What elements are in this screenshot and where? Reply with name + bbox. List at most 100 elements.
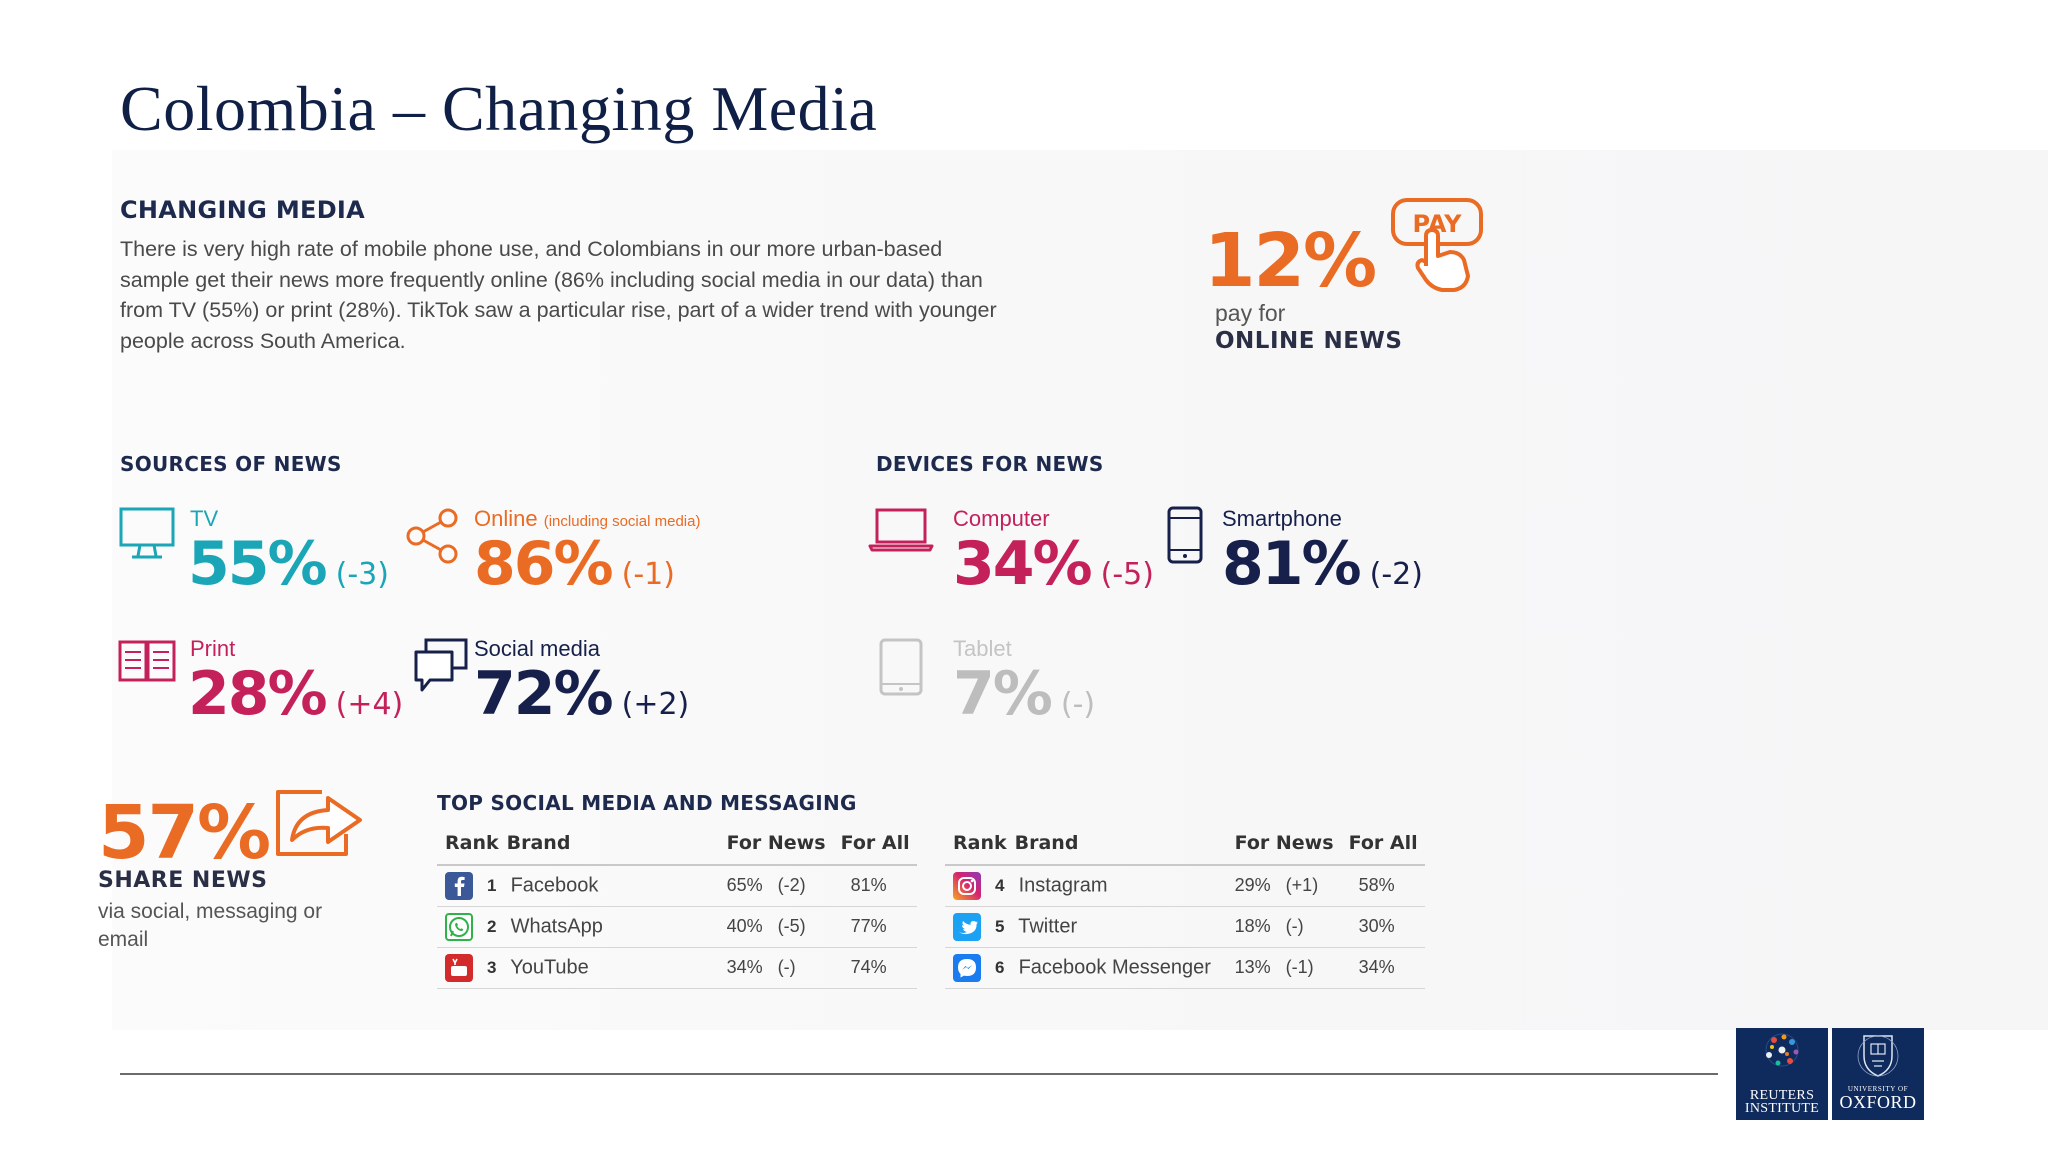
rank-value: 5 — [995, 916, 1005, 936]
tv-label: TV — [190, 506, 219, 531]
for-all-cell: 77% — [832, 906, 917, 948]
brand-name: WhatsApp — [510, 914, 603, 937]
reuters-line-1: REUTERS — [1749, 1088, 1815, 1103]
rank-value: 4 — [995, 875, 1005, 895]
for-all-cell: 34% — [1340, 947, 1425, 989]
share-news-title: SHARE NEWS — [98, 868, 268, 893]
tv-stat: 55% (-3) — [188, 534, 389, 594]
online-value: 86% — [474, 529, 614, 599]
youtube-icon — [445, 953, 473, 982]
social-table-left: Rank Brand For News For All 1 Facebook 6… — [437, 832, 917, 989]
messenger-icon — [953, 953, 981, 982]
for-news-value: 65% — [726, 875, 763, 896]
for-all-cell: 74% — [832, 947, 917, 989]
for-news-delta: (-) — [777, 957, 796, 977]
online-note: (including social media) — [543, 513, 701, 530]
rank-value: 6 — [995, 957, 1005, 977]
devices-heading: DEVICES FOR NEWS — [876, 452, 1104, 476]
oxford-line-2: OXFORD — [1839, 1092, 1917, 1112]
social-media-stat: 72% (+2) — [474, 664, 689, 724]
share-news-subtitle: via social, messaging or email — [98, 900, 323, 951]
print-value: 28% — [188, 659, 328, 729]
slide-title: Colombia – Changing Media — [120, 73, 878, 144]
oxford-crest-icon — [1857, 1035, 1899, 1077]
tablet-stat: 7% (-) — [953, 664, 1095, 724]
brand-name: Instagram — [1018, 874, 1108, 897]
oxford-logo: UNIVERSITY OF OXFORD — [1832, 1028, 1924, 1120]
for-news-cell: 40% (-5) — [718, 906, 833, 948]
online-news-label: ONLINE NEWS — [1215, 328, 1403, 354]
for-news-delta: (-1) — [1285, 957, 1314, 977]
table-header-row: Rank Brand For News For All — [437, 832, 917, 866]
smartphone-delta: (-2) — [1369, 557, 1423, 592]
for-news-cell: 18% (-) — [1226, 906, 1341, 948]
smartphone-value: 81% — [1222, 529, 1362, 599]
col-brand: Brand — [1006, 832, 1227, 866]
computer-delta: (-5) — [1100, 557, 1154, 592]
col-for-news: For News — [1226, 832, 1341, 866]
table-row: 6 Facebook Messenger 13% (-1) 34% — [945, 947, 1425, 989]
brand-cell: 1 Facebook — [437, 865, 719, 907]
brand-name: Twitter — [1018, 914, 1078, 937]
pay-hand-icon: PAY — [1390, 196, 1490, 296]
for-news-delta: (-5) — [777, 916, 806, 936]
for-news-cell: 29% (+1) — [1226, 865, 1341, 907]
col-for-news: For News — [718, 832, 833, 866]
brand-name: Facebook Messenger — [1018, 955, 1211, 978]
print-delta: (+4) — [335, 687, 404, 722]
table-row: 5 Twitter 18% (-) 30% — [945, 906, 1425, 948]
share-arrow-icon — [272, 784, 368, 860]
tv-value: 55% — [188, 529, 328, 599]
reuters-line-2: INSTITUTE — [1744, 1101, 1820, 1116]
rank-value: 3 — [487, 957, 497, 977]
social-media-table-heading: TOP SOCIAL MEDIA AND MESSAGING — [437, 791, 857, 815]
footer-divider — [120, 1073, 1718, 1075]
newspaper-icon — [118, 636, 178, 696]
for-all-cell: 58% — [1340, 865, 1425, 907]
brand-cell: 2 WhatsApp — [437, 906, 719, 948]
reuters-dots-icon — [1765, 1033, 1799, 1067]
for-news-delta: (+1) — [1285, 875, 1319, 896]
tv-icon — [118, 506, 178, 566]
for-news-cell: 34% (-) — [718, 947, 833, 989]
tablet-delta: (-) — [1060, 687, 1096, 722]
pay-percentage: 12% — [1204, 218, 1377, 304]
for-all-cell: 81% — [832, 865, 917, 907]
rank-value: 2 — [487, 916, 497, 936]
table-row: 2 WhatsApp 40% (-5) 77% — [437, 906, 917, 948]
for-news-cell: 13% (-1) — [1226, 947, 1341, 989]
smartphone-label: Smartphone — [1222, 506, 1342, 531]
social-media-label: Social media — [474, 636, 600, 661]
chat-bubbles-icon — [412, 636, 472, 696]
print-label: Print — [190, 636, 236, 661]
sources-heading: SOURCES OF NEWS — [120, 452, 342, 476]
tv-delta: (-3) — [335, 557, 389, 592]
reuters-institute-logo: REUTERS INSTITUTE — [1736, 1028, 1828, 1120]
computer-value: 34% — [953, 529, 1093, 599]
rank-value: 1 — [487, 875, 497, 895]
smartphone-icon — [1166, 506, 1206, 566]
smartphone-stat: 81% (-2) — [1222, 534, 1423, 594]
online-label: Online — [474, 506, 538, 531]
for-news-value: 13% — [1234, 957, 1271, 977]
instagram-icon — [953, 871, 981, 900]
table-row: 1 Facebook 65% (-2) 81% — [437, 865, 917, 907]
facebook-icon — [445, 871, 473, 900]
for-news-value: 34% — [726, 957, 763, 977]
computer-stat: 34% (-5) — [953, 534, 1154, 594]
col-for-all: For All — [1340, 832, 1425, 866]
whatsapp-icon — [445, 912, 473, 941]
table-row: 3 YouTube 34% (-) 74% — [437, 947, 917, 989]
social-media-value: 72% — [474, 659, 614, 729]
tablet-icon — [878, 638, 926, 698]
online-label-row: Online (including social media) — [474, 506, 700, 532]
for-news-value: 29% — [1234, 875, 1271, 896]
col-for-all: For All — [832, 832, 917, 866]
col-rank: Rank — [437, 832, 499, 866]
for-news-delta: (-2) — [777, 875, 806, 896]
print-stat: 28% (+4) — [188, 664, 403, 724]
brand-cell: 6 Facebook Messenger — [945, 947, 1227, 989]
online-delta: (-1) — [621, 557, 675, 592]
tablet-label: Tablet — [953, 636, 1012, 661]
social-media-delta: (+2) — [621, 687, 690, 722]
